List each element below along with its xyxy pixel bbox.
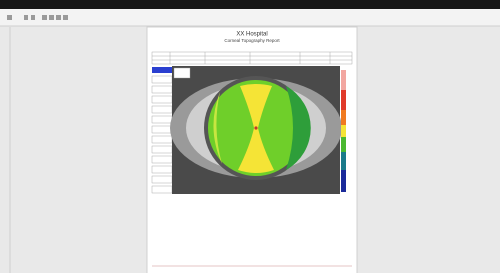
toolbar-button[interactable] [31, 15, 35, 20]
report-subtitle: Corneal Topography Report [224, 38, 280, 43]
toolbar-button[interactable] [63, 15, 68, 20]
toolbar-button[interactable] [49, 15, 54, 20]
page: XX Hospital Corneal Topography Report [0, 0, 500, 273]
toolbar-button[interactable] [42, 15, 47, 20]
topography-image [170, 66, 342, 194]
screen: XX Hospital Corneal Topography Report [0, 0, 500, 273]
toolbar-button[interactable] [7, 15, 12, 20]
toolbar-button[interactable] [56, 15, 61, 20]
toolbar [0, 9, 500, 26]
title-bar [0, 0, 500, 9]
report-title: XX Hospital [236, 32, 267, 38]
color-scale [341, 70, 346, 192]
toolbar-button[interactable] [24, 15, 28, 20]
